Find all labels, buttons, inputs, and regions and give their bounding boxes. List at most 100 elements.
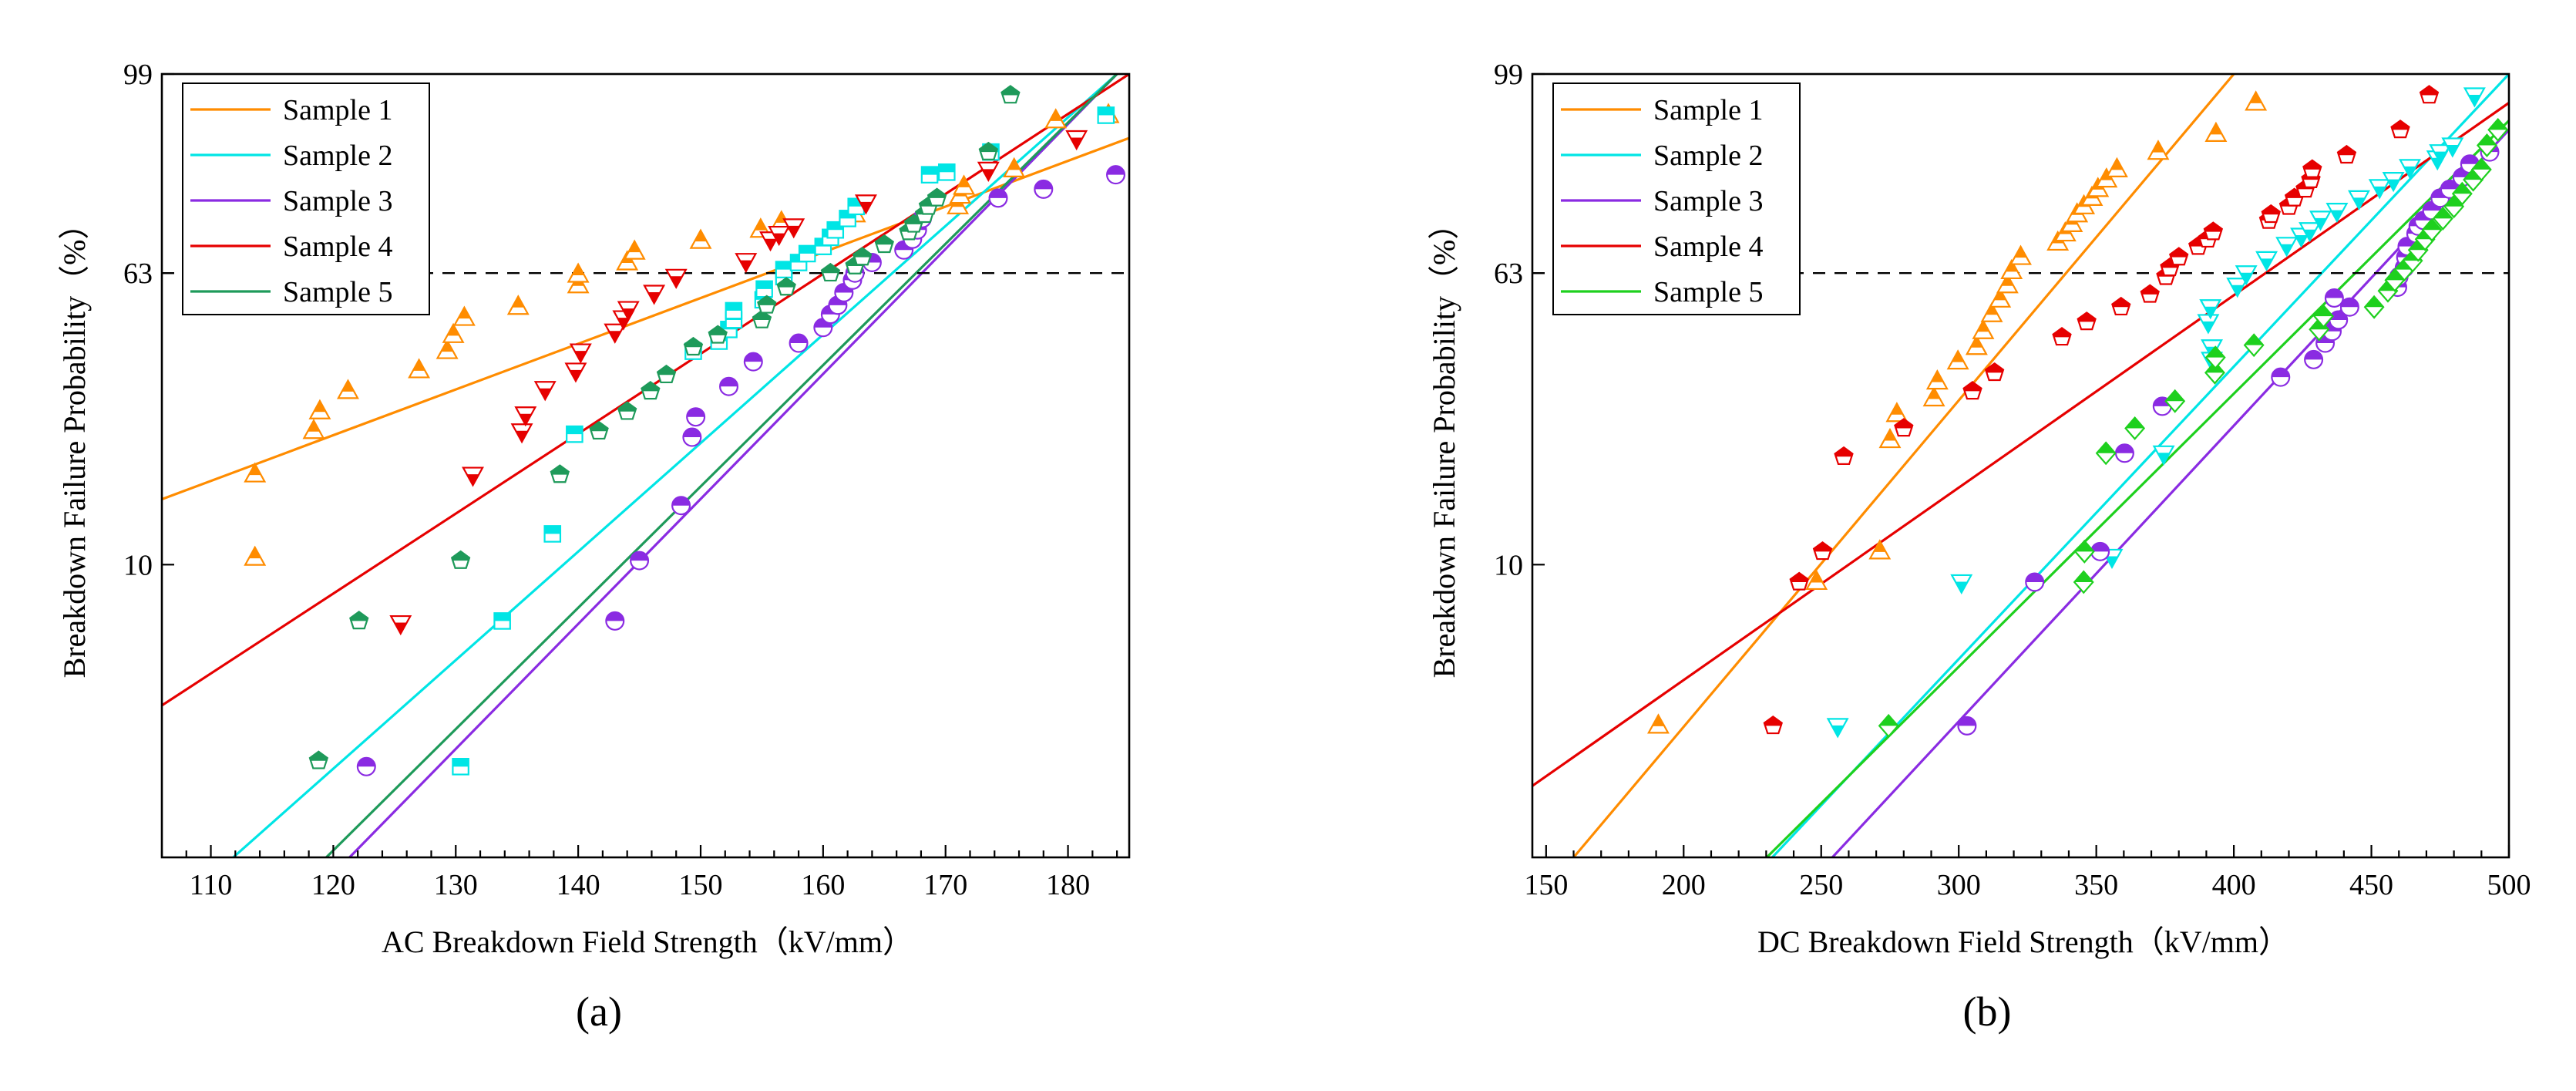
data-point-sample-4 xyxy=(2169,247,2189,266)
data-point-sample-2 xyxy=(2399,159,2421,180)
svg-text:Sample 1: Sample 1 xyxy=(283,94,392,126)
data-point-sample-4 xyxy=(1065,130,1088,151)
data-point-sample-3 xyxy=(1957,716,1977,736)
data-point-sample-5 xyxy=(617,401,637,420)
data-point-sample-1 xyxy=(1885,402,1908,423)
data-point-sample-1 xyxy=(435,338,459,359)
fit-line-sample-5 xyxy=(1764,120,2509,857)
data-point-sample-4 xyxy=(664,268,688,289)
svg-text:Sample 3: Sample 3 xyxy=(283,185,392,217)
data-point-sample-5 xyxy=(2204,345,2226,370)
data-point-sample-4 xyxy=(2052,326,2072,346)
data-point-sample-5 xyxy=(1878,713,1899,738)
data-point-sample-2 xyxy=(2325,202,2349,224)
data-point-sample-4 xyxy=(1894,418,1914,437)
data-point-sample-2 xyxy=(1826,718,1849,739)
data-point-sample-3 xyxy=(2025,572,2045,592)
panel-a-y-tick-label: 99 xyxy=(123,59,153,91)
panel-b-legend: Sample 1 Sample 2 Sample 3 Sample 4 Sample 5 xyxy=(1552,82,1801,315)
svg-text:Sample 2: Sample 2 xyxy=(283,140,392,172)
data-point-sample-4 xyxy=(569,343,592,364)
data-point-sample-5 xyxy=(752,309,772,328)
data-point-sample-4 xyxy=(462,466,484,487)
data-point-sample-2 xyxy=(2368,179,2391,200)
panel-b-y-tick-label: 10 xyxy=(1494,549,1523,581)
data-point-sample-2 xyxy=(2235,265,2258,286)
data-point-sample-1 xyxy=(2000,258,2023,280)
legend-item-sample-1: Sample 1 xyxy=(1561,94,1763,126)
data-point-sample-4 xyxy=(1789,571,1809,591)
panel-b-x-axis-label: DC Breakdown Field Strength（kV/mm） xyxy=(1757,924,2289,959)
data-point-sample-2 xyxy=(2441,137,2464,158)
data-point-sample-4 xyxy=(389,615,412,636)
data-point-sample-2 xyxy=(2255,251,2278,271)
data-point-sample-4 xyxy=(854,194,877,215)
data-point-sample-5 xyxy=(2073,539,2095,564)
data-point-sample-5 xyxy=(2451,181,2473,206)
panel-a-x-tick-label: 130 xyxy=(434,869,478,901)
data-point-sample-4 xyxy=(2111,296,2131,316)
legend-item-sample-2: Sample 2 xyxy=(190,140,392,172)
data-point-sample-3 xyxy=(1106,165,1126,185)
data-point-sample-4 xyxy=(1834,446,1854,466)
data-point-sample-2 xyxy=(566,425,583,443)
data-point-sample-1 xyxy=(308,399,331,419)
data-point-sample-5 xyxy=(2432,206,2453,231)
data-point-sample-5 xyxy=(349,611,369,630)
legend-item-sample-4: Sample 4 xyxy=(190,231,392,263)
data-point-sample-1 xyxy=(302,419,325,439)
panel-a-data-points xyxy=(244,85,1126,776)
data-point-sample-2 xyxy=(2197,314,2220,335)
data-point-sample-1 xyxy=(1003,157,1026,177)
panel-b-x-tick-label: 500 xyxy=(2487,869,2531,901)
fit-line-sample-1 xyxy=(1572,74,2235,857)
data-point-sample-1 xyxy=(1868,539,1892,560)
data-point-sample-4 xyxy=(1763,716,1783,735)
data-point-sample-5 xyxy=(874,234,894,254)
panel-b-y-axis-label: Breakdown Failure Probability（%） xyxy=(1427,209,1461,679)
legend-item-sample-1: Sample 1 xyxy=(190,94,392,126)
panel-b-x-tick-label: 300 xyxy=(1937,869,1981,901)
data-point-sample-1 xyxy=(2009,244,2032,265)
data-point-sample-1 xyxy=(1925,369,1949,390)
data-point-sample-5 xyxy=(2095,441,2117,466)
panel-b-x-tick-label: 450 xyxy=(2349,869,2393,901)
data-point-sample-3 xyxy=(2339,297,2359,317)
data-point-sample-1 xyxy=(2245,90,2268,111)
data-point-sample-3 xyxy=(356,756,376,776)
panel-b-fit-lines xyxy=(1532,74,2509,857)
data-point-sample-3 xyxy=(743,352,763,372)
data-point-sample-4 xyxy=(514,406,537,427)
data-point-sample-3 xyxy=(2271,367,2291,387)
data-point-sample-4 xyxy=(2419,85,2440,104)
data-point-sample-5 xyxy=(2073,570,2094,594)
data-point-sample-3 xyxy=(1034,179,1054,199)
data-point-sample-5 xyxy=(978,141,999,160)
panel-b-x-tick-label: 400 xyxy=(2212,869,2256,901)
data-point-sample-3 xyxy=(605,611,625,631)
data-point-sample-5 xyxy=(926,187,947,207)
data-point-sample-1 xyxy=(1946,349,1969,370)
panel-b-chart: Breakdown Failure Probability（%） DC Brea… xyxy=(1427,59,2531,1035)
legend-item-sample-4: Sample 4 xyxy=(1561,231,1763,263)
data-point-sample-2 xyxy=(2152,445,2175,466)
data-point-sample-1 xyxy=(2204,121,2228,142)
data-point-sample-5 xyxy=(757,295,777,314)
data-point-sample-2 xyxy=(493,612,511,630)
data-point-sample-1 xyxy=(452,305,476,326)
data-point-sample-5 xyxy=(852,247,873,266)
panel-a-y-axis-label: Breakdown Failure Probability（%） xyxy=(57,209,92,679)
data-point-sample-1 xyxy=(1989,287,2012,308)
legend-item-sample-3: Sample 3 xyxy=(190,185,392,217)
panel-a-x-tick-label: 150 xyxy=(678,869,722,901)
data-point-sample-5 xyxy=(1000,85,1021,104)
legend-item-sample-2: Sample 2 xyxy=(1561,140,1763,172)
panel-a-plot-frame xyxy=(160,72,1131,859)
data-point-sample-5 xyxy=(2476,133,2497,157)
panel-a-x-tick-label: 180 xyxy=(1046,869,1090,901)
data-point-sample-1 xyxy=(244,462,267,483)
data-point-sample-4 xyxy=(1984,362,2005,382)
data-point-sample-3 xyxy=(2324,288,2344,308)
data-point-sample-5 xyxy=(2204,360,2225,385)
